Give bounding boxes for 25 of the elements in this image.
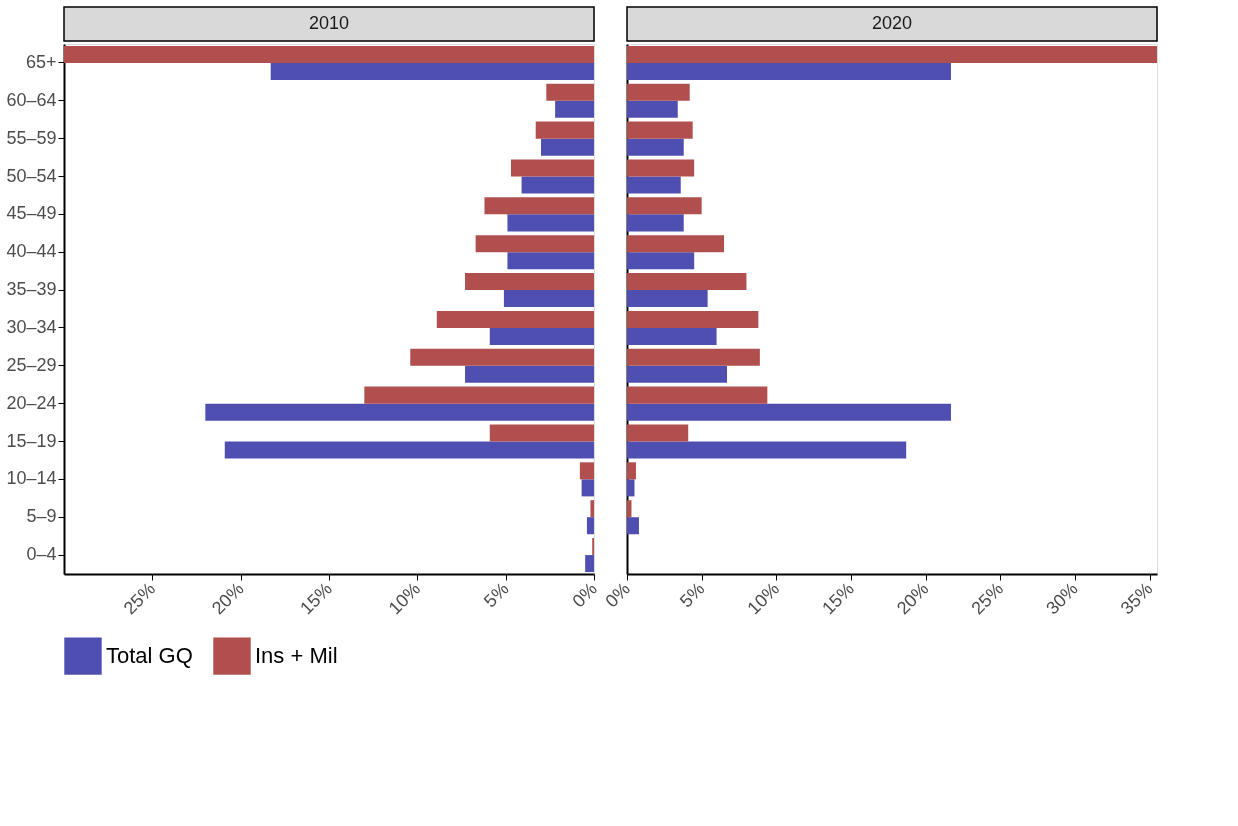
x-tick-label: 30%	[1042, 578, 1082, 619]
y-tick-label: 15–19	[6, 430, 57, 451]
chart-title: 2010	[308, 13, 350, 33]
chart-title: 2020	[871, 13, 913, 33]
y-tick-label: 5–9	[26, 506, 57, 527]
x-tick-label: 10%	[384, 578, 425, 619]
y-tick-label: 35–39	[6, 279, 57, 300]
y-tick-label: 20–24	[6, 392, 57, 413]
y-tick-label: 60–64	[6, 89, 57, 110]
y-tick-label: 40–44	[6, 241, 57, 262]
y-tick-label: 55–59	[6, 127, 57, 148]
y-tick-label: 30–34	[6, 316, 57, 337]
y-tick-label: 65+	[25, 51, 57, 72]
x-tick-label: 0%	[568, 578, 601, 612]
x-tick-label: 5%	[675, 578, 709, 612]
y-tick-label: 50–54	[6, 165, 57, 186]
y-tick-label: 45–49	[6, 203, 57, 224]
x-tick-label: 35%	[1116, 578, 1157, 619]
y-tick-label: 0–4	[26, 544, 57, 565]
legend-label: Total GQ	[106, 643, 193, 669]
legend-label: Ins + Mil	[255, 643, 338, 669]
x-tick-label: 0%	[601, 578, 634, 612]
y-tick-label: 10–14	[6, 468, 57, 489]
y-tick-label: 25–29	[6, 354, 57, 375]
x-tick-label: 5%	[479, 578, 513, 612]
